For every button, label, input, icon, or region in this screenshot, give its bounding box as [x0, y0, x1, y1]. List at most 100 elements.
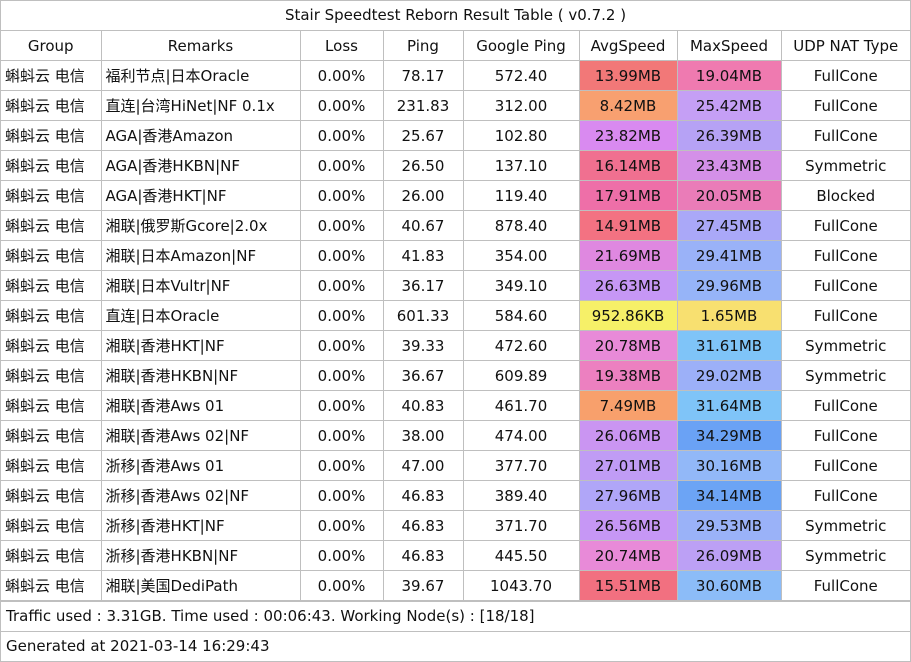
cell-remarks: AGA|香港HKT|NF [100, 180, 301, 211]
cell-max-speed: 31.64MB [676, 390, 782, 421]
cell-ping: 40.83 [382, 390, 464, 421]
cell-group: 蝌蚪云 电信 [1, 300, 102, 331]
table-row: 蝌蚪云 电信 直连|台湾HiNet|NF 0.1x 0.00% 231.83 312.0… [1, 90, 910, 121]
cell-udp-nat-type: FullCone [780, 300, 910, 331]
cell-max-speed: 1.65MB [676, 300, 782, 331]
cell-group: 蝌蚪云 电信 [1, 210, 102, 241]
table-row: 蝌蚪云 电信 浙移|香港Aws 01 0.00% 47.00 377.70 27.01MB… [1, 450, 910, 481]
cell-google-ping: 609.89 [462, 360, 580, 391]
cell-loss: 0.00% [299, 240, 384, 271]
cell-group: 蝌蚪云 电信 [1, 240, 102, 271]
cell-google-ping: 389.40 [462, 480, 580, 511]
table-row: 蝌蚪云 电信 AGA|香港HKT|NF 0.00% 26.00 119.40 17.91M… [1, 180, 910, 211]
traffic-summary: Traffic used : 3.31GB. Time used : 00:06… [1, 601, 910, 631]
cell-remarks: 浙移|香港Aws 02|NF [100, 480, 301, 511]
cell-ping: 46.83 [382, 480, 464, 511]
cell-group: 蝌蚪云 电信 [1, 480, 102, 511]
cell-max-speed: 34.14MB [676, 480, 782, 511]
cell-loss: 0.00% [299, 180, 384, 211]
header-udp-nat-type: UDP NAT Type [780, 31, 910, 61]
cell-remarks: 湘联|香港HKT|NF [100, 330, 301, 361]
cell-max-speed: 25.42MB [676, 90, 782, 121]
cell-ping: 40.67 [382, 210, 464, 241]
cell-udp-nat-type: FullCone [780, 60, 910, 91]
cell-remarks: 直连|台湾HiNet|NF 0.1x [100, 90, 301, 121]
cell-group: 蝌蚪云 电信 [1, 90, 102, 121]
cell-remarks: 浙移|香港HKBN|NF [100, 540, 301, 571]
cell-loss: 0.00% [299, 540, 384, 571]
cell-google-ping: 312.00 [462, 90, 580, 121]
cell-loss: 0.00% [299, 90, 384, 121]
cell-ping: 26.00 [382, 180, 464, 211]
cell-avg-speed: 27.96MB [578, 480, 678, 511]
table-row: 蝌蚪云 电信 福利节点|日本Oracle 0.00% 78.17 572.40 13.99… [1, 60, 910, 91]
cell-ping: 231.83 [382, 90, 464, 121]
cell-max-speed: 31.61MB [676, 330, 782, 361]
cell-max-speed: 27.45MB [676, 210, 782, 241]
header-google-ping: Google Ping [462, 31, 580, 61]
table-row: 蝌蚪云 电信 湘联|香港HKBN|NF 0.00% 36.67 609.89 19.38M… [1, 360, 910, 391]
cell-ping: 47.00 [382, 450, 464, 481]
cell-udp-nat-type: FullCone [780, 120, 910, 151]
header-avg-speed: AvgSpeed [578, 31, 678, 61]
table-row: 蝌蚪云 电信 湘联|美国DediPath 0.00% 39.67 1043.70 15.5… [1, 570, 910, 601]
cell-avg-speed: 27.01MB [578, 450, 678, 481]
table-row: 蝌蚪云 电信 湘联|香港Aws 01 0.00% 40.83 461.70 7.49MB 3… [1, 390, 910, 421]
cell-udp-nat-type: Symmetric [780, 330, 910, 361]
header-group: Group [1, 31, 102, 61]
cell-ping: 39.67 [382, 570, 464, 601]
cell-group: 蝌蚪云 电信 [1, 150, 102, 181]
cell-loss: 0.00% [299, 390, 384, 421]
cell-udp-nat-type: Symmetric [780, 360, 910, 391]
cell-google-ping: 371.70 [462, 510, 580, 541]
cell-ping: 36.67 [382, 360, 464, 391]
header-remarks: Remarks [100, 31, 301, 61]
cell-loss: 0.00% [299, 450, 384, 481]
cell-remarks: 浙移|香港Aws 01 [100, 450, 301, 481]
cell-avg-speed: 26.63MB [578, 270, 678, 301]
cell-group: 蝌蚪云 电信 [1, 60, 102, 91]
cell-remarks: 浙移|香港HKT|NF [100, 510, 301, 541]
cell-max-speed: 34.29MB [676, 420, 782, 451]
cell-loss: 0.00% [299, 60, 384, 91]
cell-remarks: 湘联|日本Amazon|NF [100, 240, 301, 271]
cell-udp-nat-type: FullCone [780, 480, 910, 511]
header-loss: Loss [299, 31, 384, 61]
table-row: 蝌蚪云 电信 湘联|日本Amazon|NF 0.00% 41.83 354.00 21.6… [1, 240, 910, 271]
cell-udp-nat-type: Symmetric [780, 510, 910, 541]
cell-google-ping: 137.10 [462, 150, 580, 181]
cell-avg-speed: 952.86KB [578, 300, 678, 331]
cell-avg-speed: 13.99MB [578, 60, 678, 91]
cell-avg-speed: 26.06MB [578, 420, 678, 451]
cell-group: 蝌蚪云 电信 [1, 270, 102, 301]
cell-loss: 0.00% [299, 150, 384, 181]
cell-group: 蝌蚪云 电信 [1, 330, 102, 361]
cell-max-speed: 30.60MB [676, 570, 782, 601]
table-title: Stair Speedtest Reborn Result Table ( v0… [1, 1, 910, 31]
cell-udp-nat-type: FullCone [780, 270, 910, 301]
cell-remarks: 福利节点|日本Oracle [100, 60, 301, 91]
cell-ping: 26.50 [382, 150, 464, 181]
table-row: 蝌蚪云 电信 湘联|香港HKT|NF 0.00% 39.33 472.60 20.78MB… [1, 330, 910, 361]
header-row: Group Remarks Loss Ping Google Ping AvgS… [1, 31, 910, 61]
cell-avg-speed: 20.74MB [578, 540, 678, 571]
cell-group: 蝌蚪云 电信 [1, 450, 102, 481]
cell-loss: 0.00% [299, 420, 384, 451]
cell-max-speed: 30.16MB [676, 450, 782, 481]
cell-group: 蝌蚪云 电信 [1, 120, 102, 151]
cell-ping: 39.33 [382, 330, 464, 361]
cell-google-ping: 102.80 [462, 120, 580, 151]
cell-group: 蝌蚪云 电信 [1, 360, 102, 391]
cell-ping: 38.00 [382, 420, 464, 451]
table-row: 蝌蚪云 电信 浙移|香港HKT|NF 0.00% 46.83 371.70 26.56MB… [1, 510, 910, 541]
cell-remarks: 直连|日本Oracle [100, 300, 301, 331]
cell-avg-speed: 16.14MB [578, 150, 678, 181]
cell-group: 蝌蚪云 电信 [1, 420, 102, 451]
cell-max-speed: 29.02MB [676, 360, 782, 391]
table-row: 蝌蚪云 电信 湘联|香港Aws 02|NF 0.00% 38.00 474.00 26.0… [1, 420, 910, 451]
cell-remarks: 湘联|日本Vultr|NF [100, 270, 301, 301]
cell-remarks: AGA|香港HKBN|NF [100, 150, 301, 181]
cell-google-ping: 349.10 [462, 270, 580, 301]
cell-google-ping: 445.50 [462, 540, 580, 571]
cell-google-ping: 474.00 [462, 420, 580, 451]
